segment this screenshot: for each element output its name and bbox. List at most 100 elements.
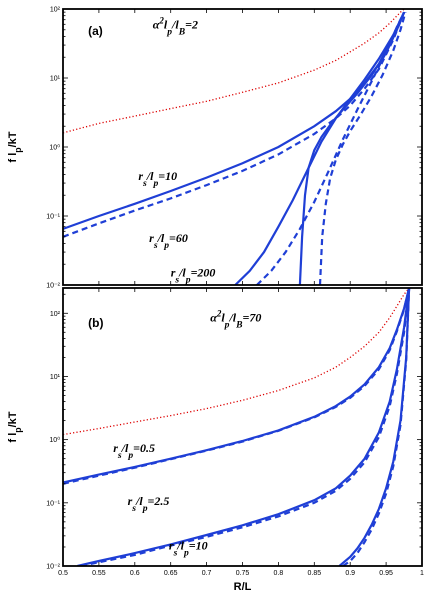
text-run: α	[210, 310, 217, 324]
text-run: =2	[185, 17, 198, 31]
subscript: p	[152, 178, 158, 189]
y-axis-label-group: f lp/kT	[7, 131, 23, 162]
curve-label: rs/lp=10	[169, 538, 208, 558]
series-line-solid-3	[77, 288, 411, 566]
y-tick-label: 10²	[50, 7, 61, 14]
subscript: p	[163, 240, 169, 251]
series-group	[63, 288, 411, 566]
panel-label: (a)	[88, 24, 103, 38]
y-axis-label: f lp/kT	[7, 131, 23, 162]
y-tick-label: 10⁻²	[46, 283, 60, 290]
text-run: /kT	[7, 411, 19, 427]
series-line-dashed-4	[80, 288, 411, 566]
text-run: r	[169, 538, 174, 552]
superscript: 2	[158, 15, 164, 25]
subscript: p	[166, 26, 172, 37]
x-axis-label: R/L	[234, 581, 252, 593]
text-run: /l	[121, 441, 129, 455]
text-run: =60	[169, 231, 188, 245]
subscript: p	[183, 547, 189, 558]
text-run: l	[221, 310, 225, 324]
text-run: f l	[7, 433, 19, 443]
x-axis-ticks: 0.5 0.55 0.6 0.65 0.7 0.75 0.8 0.85 0.9 0.95 1	[58, 288, 424, 577]
text-run: r	[171, 266, 176, 280]
x-tick-label: 0.8	[274, 570, 284, 577]
y-axis-label: f lp/kT	[7, 411, 23, 442]
panel-label: (b)	[88, 316, 103, 330]
text-run: r	[128, 494, 133, 508]
text-run: /l	[178, 266, 186, 280]
curve-label: rs/lp=10	[138, 169, 177, 189]
series-line-dashed-2	[63, 288, 411, 485]
text-run: α	[153, 17, 160, 31]
y-tick-label: 10²	[50, 311, 61, 318]
x-tick-label: 1	[420, 570, 424, 577]
y-tick-label: 10¹	[50, 374, 61, 381]
x-axis-ticks	[62, 9, 423, 285]
superscript: 2	[216, 308, 222, 318]
subscript: s	[173, 547, 178, 558]
series-line-solid-3	[234, 11, 406, 285]
text-run: =70	[243, 310, 262, 324]
subscript: s	[131, 502, 136, 513]
text-run: =200	[191, 266, 216, 280]
subscript: p	[142, 502, 148, 513]
series-line-solid-5	[298, 11, 406, 285]
x-tick-label: 0.55	[92, 570, 106, 577]
subscript: s	[142, 178, 147, 189]
text-run: /l	[135, 494, 143, 508]
regime-annotation: α2lp/lB=2	[153, 15, 198, 37]
x-tick-label: 0.5	[58, 570, 68, 577]
y-axis-label-group: f lp/kT	[7, 411, 23, 442]
series-line-dashed-6	[342, 288, 411, 566]
text-run: f l	[7, 153, 19, 163]
curve-label: rs/lp=0.5	[113, 441, 155, 461]
x-tick-label: 0.9	[345, 570, 355, 577]
text-run: /l	[157, 231, 165, 245]
plot-frame	[62, 8, 423, 286]
text-run: r	[138, 169, 143, 183]
x-tick-label: 0.7	[202, 570, 212, 577]
x-tick-label: 0.85	[307, 570, 321, 577]
curve-label: rs/lp=60	[149, 231, 188, 251]
y-tick-label: 10¹	[50, 76, 61, 83]
text-run: =0.5	[133, 441, 155, 455]
curve-label: rs/lp=200	[171, 266, 216, 286]
subscript: p	[13, 147, 23, 153]
text-run: =10	[189, 538, 208, 552]
y-tick-label: 10⁻¹	[46, 500, 60, 507]
regime-annotation: α2lp/lB=70	[210, 308, 261, 330]
series-group	[63, 9, 407, 285]
text-run: r	[149, 231, 154, 245]
series-line-dotted-0	[63, 9, 406, 134]
y-tick-label: 10⁻²	[46, 564, 60, 571]
subscript: p	[13, 427, 23, 433]
text-run: /l	[146, 169, 154, 183]
series-line-dashed-6	[318, 11, 407, 285]
subscript: s	[174, 274, 179, 285]
x-tick-label: 0.95	[379, 570, 393, 577]
subscript: p	[127, 450, 133, 461]
text-run: /l	[171, 17, 179, 31]
text-run: =2.5	[147, 494, 169, 508]
x-tick-label: 0.75	[236, 570, 250, 577]
curve-label: rs/lp=2.5	[128, 494, 170, 513]
subscript: p	[224, 319, 230, 330]
y-axis-ticks: 10⁻² 10⁻¹ 10⁰ 10¹ 10²	[46, 293, 422, 571]
y-axis-ticks: 10⁻² 10⁻¹ 10⁰ 10¹ 10²	[46, 7, 422, 290]
y-tick-label: 10⁻¹	[46, 214, 60, 221]
text-run: /l	[176, 538, 184, 552]
subscript: B	[235, 319, 243, 330]
text-run: r	[113, 441, 118, 455]
text-run: l	[164, 17, 168, 31]
text-run: /l	[228, 310, 236, 324]
subscript: p	[185, 274, 191, 285]
text-run: /kT	[7, 131, 19, 147]
x-tick-label: 0.65	[164, 570, 178, 577]
series-line-dashed-2	[63, 11, 406, 238]
y-tick-label: 10⁰	[49, 144, 60, 152]
y-tick-label: 10⁰	[49, 436, 60, 444]
